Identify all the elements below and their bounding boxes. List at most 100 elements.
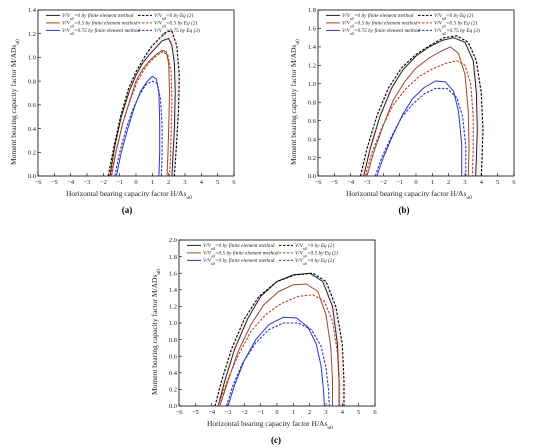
x-axis-label: Horizontal bearing capacity factor H/Asu… (346, 189, 472, 201)
legend-label: V/Vu0=0 by Eq (2) (295, 257, 334, 266)
series-line (110, 50, 173, 177)
y-tick-label: 0.4 (28, 126, 37, 133)
legend-label: V/Vu0=0 by finite element method (203, 242, 275, 251)
y-axis-label: Moment bearing capacity factor M/ADsu0 (9, 39, 21, 165)
y-axis-label: Moment bearing capacity factor M/ADsu0 (289, 39, 301, 165)
x-tick-label: 6 (232, 179, 236, 186)
x-tick-label: 4 (480, 179, 484, 186)
series-line (227, 316, 325, 407)
y-tick-label: 1.4 (308, 44, 317, 51)
legend-label: V/Vu0=0 by Eq (2) (295, 242, 334, 251)
x-tick-label: −3 (84, 179, 91, 186)
x-tick-label: 6 (512, 179, 516, 186)
series-line (115, 75, 161, 177)
legend-label: V/Vu0=0.75 by finite element method (62, 27, 140, 36)
x-tick-label: −4 (67, 179, 75, 186)
legend-label: V/Vu0=0 by Eq (2) (154, 12, 193, 21)
svg-text:Moment bearing capacity factor: Moment bearing capacity factor M/ADsu0 (9, 39, 21, 165)
plot-frame (37, 9, 235, 177)
svg-text:Moment bearing capacity factor: Moment bearing capacity factor M/ADsu0 (150, 269, 162, 395)
series-line (214, 272, 345, 407)
plot-frame (178, 239, 376, 407)
x-tick-label: 3 (324, 409, 327, 416)
x-tick-label: −4 (208, 409, 216, 416)
y-tick-label: 1.2 (28, 31, 36, 38)
panel-label: (c) (271, 435, 281, 445)
x-tick-label: 1 (431, 179, 434, 186)
x-tick-label: 2 (447, 179, 450, 186)
y-tick-label: 1.4 (28, 7, 37, 14)
x-tick-label: 6 (373, 409, 377, 416)
legend-label: V/Vu0=0.5 by Eq (2) (295, 250, 338, 259)
x-tick-label: 2 (308, 409, 311, 416)
x-tick-label: 0 (134, 179, 137, 186)
x-axis-label: Horizontal bearing capacity factor H/Asu… (66, 189, 192, 201)
series-line (111, 49, 170, 177)
plot-frame (317, 9, 515, 177)
x-tick-label: −5 (51, 179, 58, 186)
x-tick-label: −1 (396, 179, 403, 186)
chart-panel-1: −6 −5 −4 −3 −2 −1 0 1 2 3 4 5 6 0.0 0.2 0.4 0.6 0.8 1.0 1.2… (9, 7, 236, 215)
scatter-band (360, 35, 483, 176)
x-tick-label: 5 (216, 179, 219, 186)
x-tick-label: −3 (225, 409, 232, 416)
y-tick-label: 1.6 (308, 26, 317, 33)
x-tick-label: 3 (463, 179, 466, 186)
y-tick-label: 0.6 (308, 118, 317, 125)
y-tick-label: 1.8 (308, 7, 316, 14)
legend-label: V/Vu0=0.5 by finite element method (203, 250, 279, 259)
legend-label: V/Vu0=0 by finite element method (62, 12, 134, 21)
y-tick-label: 0.0 (308, 173, 316, 180)
series-line (219, 283, 333, 407)
y-tick-label: 1.6 (169, 270, 178, 277)
legend-label: V/Vu0=0 by finite element method (203, 257, 275, 266)
y-tick-label: 0.0 (28, 173, 36, 180)
legend-label: V/Vu0=0.5 by Eq (2) (154, 20, 197, 29)
x-tick-label: −1 (257, 409, 264, 416)
series-line (363, 37, 478, 177)
x-tick-label: −4 (347, 179, 355, 186)
chart-panel-2: −6 −5 −4 −3 −2 −1 0 1 2 3 4 5 6 0.0 0.2 0.4 0.6 0.8 1.0 1.2… (289, 7, 516, 215)
x-tick-label: 1 (292, 409, 295, 416)
y-tick-label: 0.2 (308, 155, 316, 162)
x-tick-label: −2 (100, 179, 107, 186)
legend-label: V/Vu0=0.75 by Eq (2) (154, 27, 200, 36)
x-axis-label: Horizontal bearing capacity factor H/Asu… (207, 419, 333, 431)
x-tick-label: −5 (192, 409, 199, 416)
x-tick-label: −6 (35, 179, 43, 186)
y-tick-label: 0.2 (169, 387, 177, 394)
panel-label: (a) (122, 205, 133, 215)
x-tick-label: 0 (414, 179, 417, 186)
x-tick-label: −2 (241, 409, 248, 416)
y-tick-label: 1.0 (308, 81, 316, 88)
y-tick-label: 1.8 (169, 254, 177, 261)
y-tick-label: 0.6 (169, 353, 178, 360)
svg-text:Moment bearing capacity factor: Moment bearing capacity factor M/ADsu0 (289, 39, 301, 165)
y-tick-label: 0.4 (308, 136, 317, 143)
legend-label: V/Vu0=0.5 by finite element method (62, 20, 138, 29)
x-tick-label: 1 (151, 179, 154, 186)
series-line (364, 60, 474, 177)
x-tick-label: −6 (315, 179, 323, 186)
series-line (114, 80, 163, 177)
series-line (217, 272, 340, 407)
y-tick-label: 1.0 (169, 320, 177, 327)
x-tick-label: 3 (183, 179, 186, 186)
legend-label: V/Vu0=0.5 by Eq (2) (434, 20, 477, 29)
series-line (217, 294, 340, 407)
series-line (376, 80, 463, 177)
y-tick-label: 0.2 (28, 149, 36, 156)
series-line (109, 38, 176, 177)
y-tick-label: 1.4 (169, 287, 178, 294)
y-tick-label: 1.2 (308, 63, 316, 70)
y-tick-label: 1.2 (169, 304, 177, 311)
legend-label: V/Vu0=0.5 by finite element method (342, 20, 418, 29)
series-line (225, 322, 330, 407)
legend-label: V/Vu0=0.75 by Eq (2) (434, 27, 480, 36)
y-tick-label: 2.0 (169, 237, 177, 244)
y-tick-label: 1.0 (28, 55, 36, 62)
x-tick-label: 5 (357, 409, 360, 416)
y-tick-label: 0.4 (169, 370, 178, 377)
y-tick-label: 0.8 (28, 78, 36, 85)
